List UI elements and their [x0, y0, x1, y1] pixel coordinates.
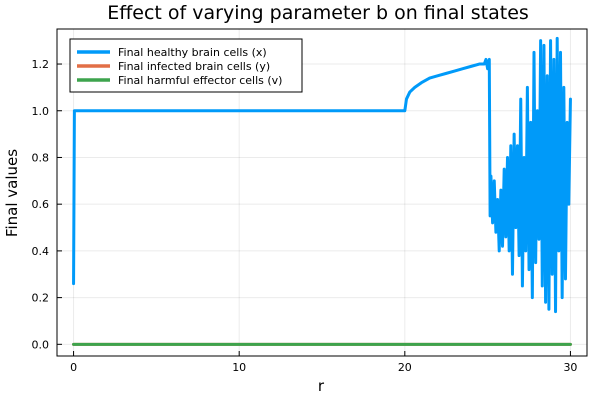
- y-tick-label: 0.6: [32, 198, 50, 211]
- legend-label-healthy: Final healthy brain cells (x): [118, 46, 267, 59]
- y-tick-label: 0.8: [32, 151, 50, 164]
- series-healthy-line: [72, 36, 572, 314]
- y-tick-label: 1.0: [32, 105, 50, 118]
- y-tick-label: 1.2: [32, 58, 50, 71]
- plot-frame: [56, 28, 588, 357]
- y-tick-label: 0.4: [32, 245, 50, 258]
- y-axis-label: Final values: [3, 149, 21, 237]
- axis-ticks: 0 10 20 30 0.0 0.2 0.4 0.6 0.8 1.0 1.2: [32, 58, 578, 374]
- x-tick-label: 10: [232, 361, 246, 374]
- legend: Final healthy brain cells (x) Final infe…: [69, 38, 303, 93]
- legend-label-effector: Final harmful effector cells (v): [118, 74, 282, 87]
- y-tick-label: 0.0: [32, 338, 50, 351]
- legend-label-infected: Final infected brain cells (y): [118, 60, 270, 73]
- series-layer: [72, 36, 572, 346]
- y-tick-label: 0.2: [32, 292, 50, 305]
- x-tick-label: 0: [70, 361, 77, 374]
- x-tick-label: 20: [398, 361, 412, 374]
- x-tick-label: 30: [563, 361, 577, 374]
- chart-title: Effect of varying parameter b on final s…: [107, 2, 529, 24]
- x-axis-label: r: [318, 377, 325, 395]
